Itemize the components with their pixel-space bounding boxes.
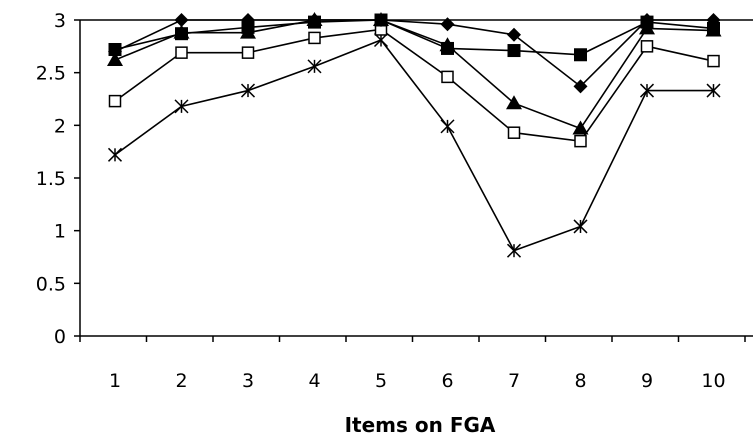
data-point [506,95,522,110]
series-line-3 [114,19,714,130]
data-point [174,99,189,114]
data-point [241,46,255,59]
data-point [440,119,455,134]
data-point [307,13,322,27]
data-point [573,219,588,234]
y-tick-label: 0 [54,326,66,348]
data-point [573,79,588,94]
y-tick-label: 1 [54,221,66,243]
data-point [706,83,721,98]
data-point [507,44,521,58]
y-tick-label: 2 [54,115,66,137]
data-point [307,59,322,74]
data-point [707,54,720,68]
data-point [108,94,122,108]
data-point [108,44,122,59]
data-point [574,134,587,148]
series-line-4 [114,28,714,142]
y-tick-label: 2.5 [36,63,66,85]
series-line-1 [114,19,714,88]
data-point [441,41,454,55]
y-tick-label: 1.5 [36,168,66,190]
data-point [374,13,388,27]
data-point [639,83,655,98]
x-tick-label: 8 [574,370,586,392]
y-tick-label: 3 [54,10,66,32]
data-point [507,27,521,42]
x-tick-label: 1 [109,370,121,392]
y-tick-group: 0 0.5 1 1.5 2 2.5 3 [36,10,80,348]
data-point [107,147,123,162]
data-point [441,70,454,84]
x-tick-label: 3 [242,370,254,392]
series-line-2 [114,19,714,56]
y-tick-label: 0.5 [36,273,66,295]
series-group [107,12,722,258]
data-point [574,48,587,62]
data-point [175,46,188,59]
data-point [506,243,522,258]
data-point [241,13,255,27]
x-tick-label: 4 [308,370,320,392]
data-point [308,31,321,45]
data-point [572,120,589,135]
x-tick-group: 1 2 3 4 5 6 7 8 9 10 [79,336,746,392]
data-point [507,126,521,139]
x-tick-label: 5 [375,370,387,392]
data-point [640,13,654,27]
data-point [707,21,720,35]
data-point [175,27,188,41]
data-point [640,40,654,53]
x-tick-label: 7 [508,370,520,392]
axes [79,19,753,337]
x-tick-label: 2 [175,370,187,392]
data-point [440,17,455,32]
data-point [241,20,255,34]
series-line-5 [114,39,714,252]
x-tick-label: 9 [641,370,653,392]
x-tick-label: 6 [441,370,453,392]
data-point [706,13,721,27]
data-point [240,83,256,98]
x-tick-label: 10 [701,370,725,392]
x-axis-title: Items on FGA [345,413,496,437]
data-point [174,13,189,27]
data-point [107,52,123,67]
